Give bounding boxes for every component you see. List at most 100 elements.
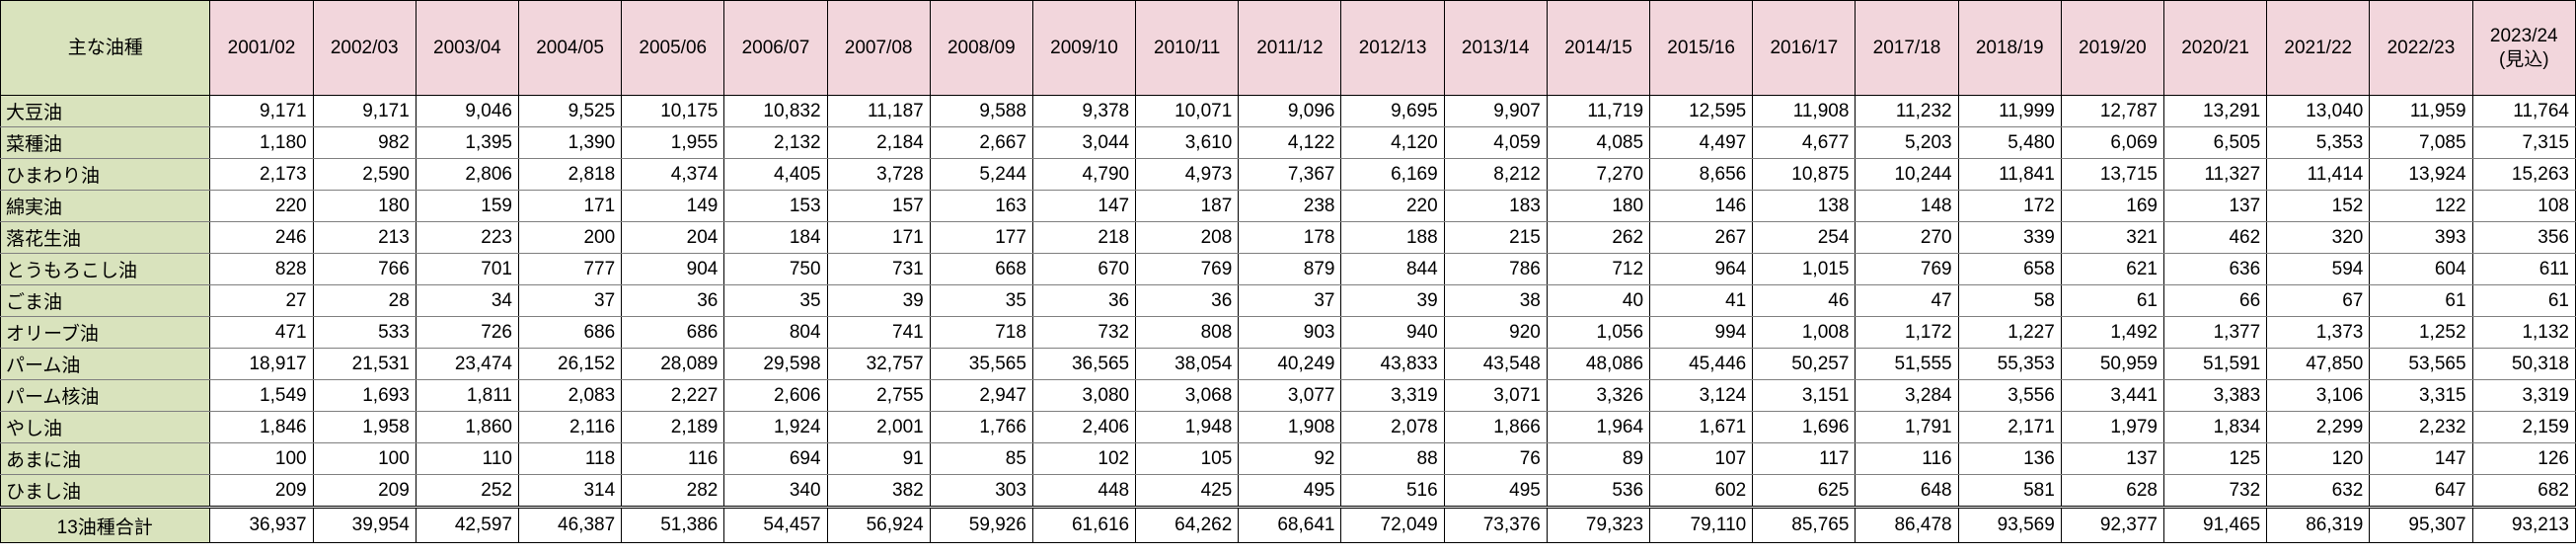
value-cell: 9,907: [1443, 95, 1548, 127]
value-cell: 39: [1340, 284, 1445, 317]
value-cell: 718: [929, 316, 1033, 349]
value-cell: 777: [517, 253, 623, 285]
value-cell: 28: [312, 284, 417, 317]
value-cell: 45,446: [1649, 348, 1754, 380]
value-cell: 35,565: [929, 348, 1033, 380]
value-cell: 23,474: [415, 348, 519, 380]
value-cell: 5,203: [1855, 126, 1959, 159]
oil-production-table: 主な油種 2001/02 2002/03 2003/04 2004/05 2005/06…: [0, 0, 2576, 543]
value-cell: 393: [2369, 221, 2473, 254]
value-cell: 5,244: [929, 158, 1033, 191]
header-year: 2001/02: [209, 0, 314, 96]
total-value-cell: 86,319: [2266, 506, 2371, 543]
value-cell: 9,046: [415, 95, 519, 127]
value-cell: 1,549: [209, 379, 314, 412]
value-cell: 920: [1443, 316, 1548, 349]
value-cell: 13,291: [2162, 95, 2268, 127]
value-cell: 7,270: [1546, 158, 1651, 191]
value-cell: 668: [929, 253, 1033, 285]
total-value-cell: 68,641: [1238, 506, 1342, 543]
oil-name-cell: パーム核油: [0, 379, 211, 412]
value-cell: 91: [826, 442, 931, 475]
value-cell: 262: [1546, 221, 1651, 254]
value-cell: 223: [415, 221, 519, 254]
value-cell: 1,696: [1752, 411, 1856, 443]
value-cell: 2,806: [415, 158, 519, 191]
value-cell: 10,875: [1752, 158, 1856, 191]
value-cell: 844: [1340, 253, 1445, 285]
total-value-cell: 42,597: [415, 506, 519, 543]
value-cell: 178: [1238, 221, 1342, 254]
header-year: 2022/23: [2369, 0, 2473, 96]
value-cell: 108: [2471, 190, 2576, 222]
value-cell: 12,787: [2060, 95, 2164, 127]
value-cell: 92: [1238, 442, 1342, 475]
total-value-cell: 85,765: [1752, 506, 1856, 543]
value-cell: 149: [621, 190, 725, 222]
value-cell: 43,548: [1443, 348, 1548, 380]
value-cell: 246: [209, 221, 314, 254]
table-row: 落花生油 246 213 223 200 204 184 171 177 218 208 178 188…: [0, 221, 2576, 254]
value-cell: 636: [2162, 253, 2268, 285]
value-cell: 67: [2266, 284, 2371, 317]
value-cell: 188: [1340, 221, 1445, 254]
header-year: 2021/22: [2266, 0, 2371, 96]
value-cell: 804: [723, 316, 828, 349]
value-cell: 9,378: [1031, 95, 1137, 127]
value-cell: 40,249: [1238, 348, 1342, 380]
value-cell: 1,979: [2060, 411, 2164, 443]
value-cell: 808: [1135, 316, 1240, 349]
value-cell: 516: [1340, 474, 1445, 508]
value-cell: 171: [826, 221, 931, 254]
value-cell: 27: [209, 284, 314, 317]
value-cell: 37: [1238, 284, 1342, 317]
value-cell: 628: [2060, 474, 2164, 508]
value-cell: 169: [2060, 190, 2164, 222]
value-cell: 495: [1238, 474, 1342, 508]
value-cell: 137: [2162, 190, 2268, 222]
value-cell: 1,791: [1855, 411, 1959, 443]
value-cell: 153: [723, 190, 828, 222]
value-cell: 750: [723, 253, 828, 285]
value-cell: 9,171: [209, 95, 314, 127]
value-cell: 658: [1957, 253, 2062, 285]
table-row: パーム核油 1,549 1,693 1,811 2,083 2,227 2,606 2,755…: [0, 379, 2576, 412]
value-cell: 2,232: [2369, 411, 2473, 443]
value-cell: 670: [1031, 253, 1137, 285]
value-cell: 47,850: [2266, 348, 2371, 380]
value-cell: 11,908: [1752, 95, 1856, 127]
total-row: 13油種合計 36,937 39,954 42,597 46,387 51,386 54,4…: [0, 506, 2576, 543]
value-cell: 218: [1031, 221, 1137, 254]
value-cell: 137: [2060, 442, 2164, 475]
value-cell: 3,077: [1238, 379, 1342, 412]
value-cell: 1,908: [1238, 411, 1342, 443]
value-cell: 3,071: [1443, 379, 1548, 412]
value-cell: 3,383: [2162, 379, 2268, 412]
value-cell: 701: [415, 253, 519, 285]
value-cell: 3,319: [2471, 379, 2576, 412]
value-cell: 320: [2266, 221, 2371, 254]
table-row: ひまわり油 2,173 2,590 2,806 2,818 4,374 4,405 3,728…: [0, 158, 2576, 191]
value-cell: 8,212: [1443, 158, 1548, 191]
value-cell: 1,846: [209, 411, 314, 443]
total-value-cell: 59,926: [929, 506, 1033, 543]
value-cell: 2,299: [2266, 411, 2371, 443]
table-row: とうもろこし油 828 766 701 777 904 750 731 668 670 769 879…: [0, 253, 2576, 285]
value-cell: 1,924: [723, 411, 828, 443]
value-cell: 4,374: [621, 158, 725, 191]
value-cell: 2,159: [2471, 411, 2576, 443]
total-value-cell: 61,616: [1031, 506, 1137, 543]
value-cell: 5,480: [1957, 126, 2062, 159]
value-cell: 1,252: [2369, 316, 2473, 349]
value-cell: 3,044: [1031, 126, 1137, 159]
header-year: 2002/03: [312, 0, 417, 96]
value-cell: 9,695: [1340, 95, 1445, 127]
table-row: ひまし油 209 209 252 314 282 340 382 303 448 425 495 516…: [0, 474, 2576, 508]
value-cell: 1,492: [2060, 316, 2164, 349]
value-cell: 148: [1855, 190, 1959, 222]
oil-name-cell: 落花生油: [0, 221, 211, 254]
oil-name-cell: あまに油: [0, 442, 211, 475]
value-cell: 37: [517, 284, 623, 317]
value-cell: 769: [1135, 253, 1240, 285]
table-row: 大豆油 9,171 9,171 9,046 9,525 10,175 10,832 11,18…: [0, 95, 2576, 127]
